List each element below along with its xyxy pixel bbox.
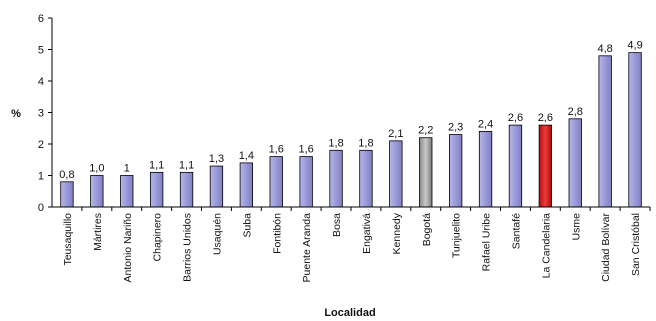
bar-rafael-uribe [478, 130, 493, 208]
bar-kennedy [389, 140, 403, 208]
bar-ciudad-bolívar [598, 55, 612, 208]
data-label: 2,4 [478, 118, 493, 130]
y-axis-title: % [11, 108, 21, 120]
data-label: 2,6 [538, 112, 553, 124]
category-label: Antonio Nariño [122, 213, 134, 283]
bar-santafé [508, 124, 523, 208]
category-label: Usme [570, 213, 582, 241]
data-label: 1,6 [269, 144, 284, 156]
category-label: Kennedy [391, 212, 403, 254]
y-tick-label: 1 [38, 171, 44, 183]
value-labels: 0,8 1,0 1 1,1 1,1 1,3 1,4 1,6 1,6 1,8 1,8 2,1 2,2 2,3… [59, 40, 642, 181]
bar-barrios-unidos [179, 171, 194, 208]
category-label: Tunjuelito [451, 213, 463, 258]
category-labels: Teusaquillo Mártires Antonio Nariño Chapine… [62, 207, 651, 283]
bar-fontibón [269, 156, 283, 208]
bar-usaquén [209, 165, 224, 208]
data-label: 1 [124, 163, 130, 175]
category-label: Barrios Unidos [182, 213, 194, 282]
bar-tunjuelito [448, 134, 463, 208]
category-label: San Cristóbal [630, 213, 642, 276]
category-label: Bogotá [421, 213, 433, 246]
y-tick-label: 3 [38, 108, 44, 120]
category-label: Mártires [92, 213, 104, 251]
bar-engativá [359, 149, 373, 208]
y-tick-label: 5 [38, 45, 44, 57]
bar-antonio-nariño [120, 175, 134, 208]
data-label: 2,8 [568, 106, 583, 118]
category-label: Suba [241, 213, 253, 238]
category-label: Puente Aranda [301, 213, 313, 283]
y-tick-label: 2 [38, 139, 44, 151]
bar-suba [239, 162, 254, 208]
data-label: 2,3 [448, 122, 463, 134]
bars [60, 52, 642, 208]
category-label: Rafael Uribe [481, 213, 493, 272]
bar-mártires [90, 175, 104, 208]
bar-la-candelaria [538, 124, 552, 208]
category-label: Fontibón [271, 213, 283, 254]
category-label: Engativá [361, 213, 373, 254]
data-label: 0,8 [59, 169, 74, 181]
category-label: Bosa [331, 213, 343, 237]
category-label: Usaquén [211, 213, 223, 255]
data-label: 1,4 [239, 150, 254, 162]
bar-teusaquillo [60, 181, 74, 208]
category-label: La Candelaria [540, 213, 552, 279]
bar-san-cristóbal [628, 52, 642, 208]
x-axis-title: Localidad [324, 307, 375, 319]
data-label: 2,2 [418, 125, 433, 137]
bar-bogotá [419, 137, 433, 208]
data-label: 1,8 [328, 137, 343, 149]
bar-usme [568, 118, 582, 208]
category-label: Teusaquillo [62, 213, 74, 266]
category-label: Santafé [510, 213, 522, 249]
category-label: Ciudad Bolívar [600, 213, 612, 282]
bar-puente-aranda [299, 156, 313, 208]
data-label: 4,9 [627, 40, 642, 52]
y-tick-label: 4 [38, 76, 44, 88]
category-label: Chapinero [152, 213, 164, 262]
data-label: 1,1 [179, 159, 194, 171]
data-label: 1,1 [149, 159, 164, 171]
bar-bosa [329, 149, 343, 208]
data-label: 1,8 [358, 137, 373, 149]
data-label: 2,6 [508, 112, 523, 124]
y-axis-ticks: 0 1 2 3 4 5 6 [38, 13, 52, 214]
data-label: 1,0 [89, 163, 104, 175]
y-tick-label: 0 [38, 202, 44, 214]
y-tick-label: 6 [38, 13, 44, 25]
data-label: 2,1 [388, 128, 403, 140]
data-label: 1,3 [209, 153, 224, 165]
data-label: 1,6 [299, 144, 314, 156]
data-label: 4,8 [598, 43, 613, 55]
bar-chapinero [149, 171, 164, 208]
